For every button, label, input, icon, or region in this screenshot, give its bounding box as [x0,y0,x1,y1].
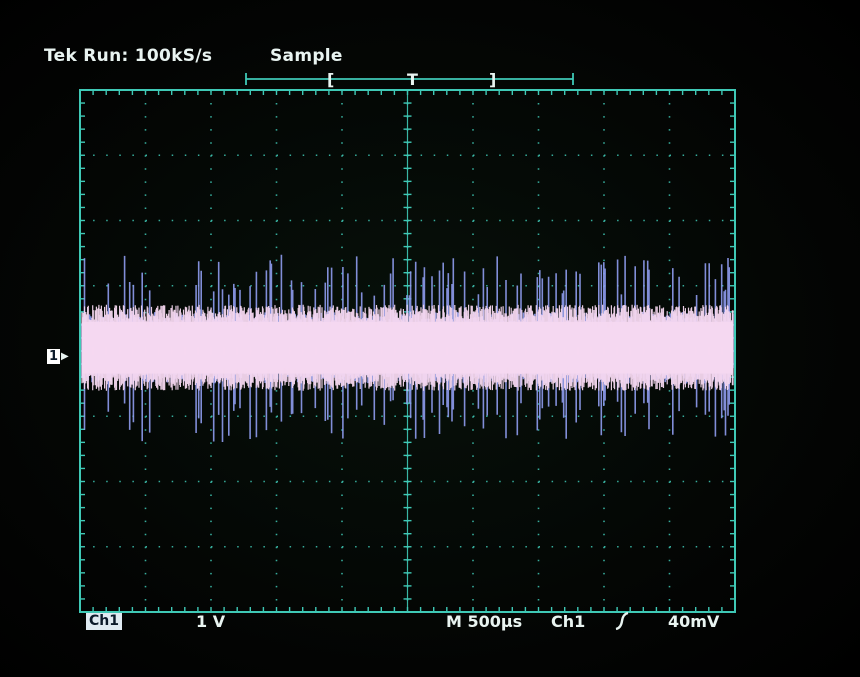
waveform-fill [82,305,733,391]
trigger-bracket-close: ] [489,70,497,89]
channel-marker-number: 1 [47,349,60,364]
ch1-label: Ch1 [86,613,122,630]
trigger-marker-T: T [407,70,418,89]
trigger-bracket-open: [ [327,70,335,89]
arrow-right-icon: ▶ [61,351,69,362]
trigger-source: Ch1 [551,612,585,631]
acquisition-mode: Sample [270,46,343,66]
acquisition-status: Tek Run: 100kS/s [44,46,212,66]
trigger-level: 40mV [668,612,719,631]
timebase-readout: M 500µs [446,612,522,631]
volts-per-div: 1 V [196,612,225,631]
channel-1-ground-marker: 1 ▶ [47,347,75,365]
rising-edge-icon [615,611,629,631]
